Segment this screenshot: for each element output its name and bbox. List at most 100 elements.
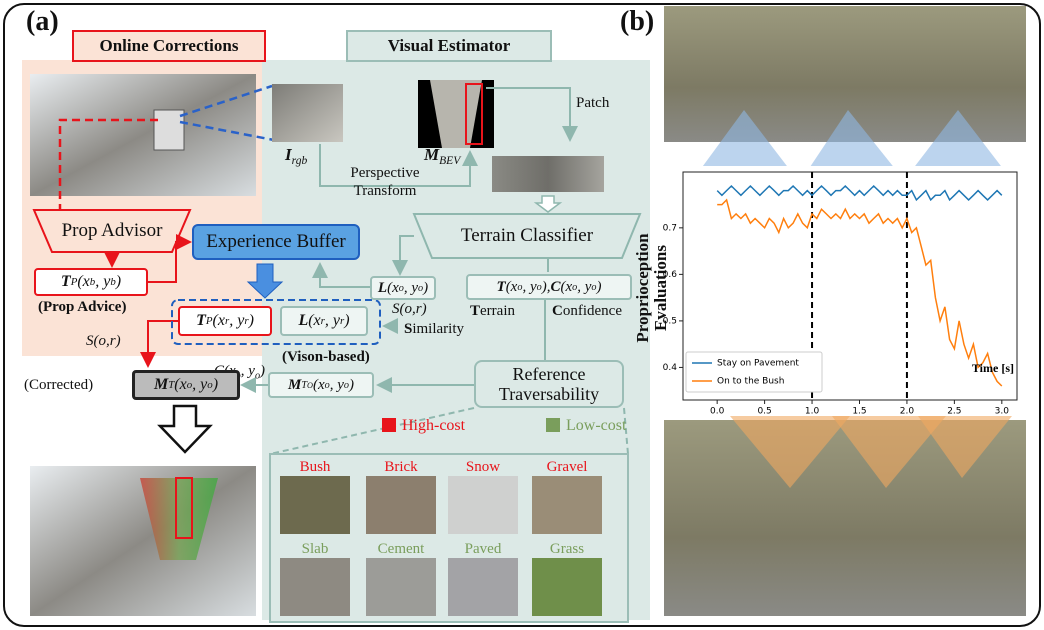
math-part: , y [229, 312, 244, 330]
math-part: (x [560, 279, 572, 296]
math-part: P [71, 276, 78, 288]
math-part: ) [423, 280, 428, 297]
texture-tile [280, 476, 350, 534]
math-label: Irgb [285, 146, 307, 167]
texture-label: Cement [366, 542, 436, 557]
math-part: T [61, 273, 71, 291]
panel-label: (b) [620, 8, 654, 36]
label: (Prop Advice) [38, 300, 126, 315]
math-part: P [206, 315, 213, 327]
math-part: T [497, 279, 506, 296]
texture-label: Brick [366, 460, 436, 475]
math-part: , y [522, 279, 536, 296]
texture-label: Gravel [532, 460, 602, 475]
math-box: L(xr, yr) [280, 306, 368, 336]
math-part: M [154, 376, 168, 394]
module-label: Prop Advisor [52, 210, 172, 252]
x-tick-label: 0.0 [710, 407, 725, 417]
texture-tile [532, 558, 602, 616]
math-part: , y [404, 280, 418, 297]
photo-snow-path [30, 74, 256, 196]
math-part: (x [77, 273, 89, 291]
legend-label: On to the Bush [717, 377, 784, 387]
math-part: L [378, 280, 387, 297]
math-part: ) [596, 279, 601, 296]
x-tick-label: 1.5 [852, 407, 866, 417]
math-part: M [288, 377, 301, 394]
cost-swatch [546, 418, 560, 432]
math-part: ) [349, 377, 354, 394]
math-part: , y [577, 279, 591, 296]
math-part: imilarity [412, 321, 464, 337]
x-axis-label: Time [s] [972, 361, 1014, 375]
label: (Vison-based) [282, 350, 370, 365]
label: S(o,r) [392, 302, 427, 317]
math-part: ) [116, 273, 121, 291]
math-part: , y [330, 377, 344, 394]
math-part: I [285, 145, 292, 164]
math-part: ) [213, 376, 218, 394]
y-tick-label: 0.4 [663, 363, 678, 373]
texture-tile [366, 558, 436, 616]
math-part: , y [241, 363, 255, 379]
legend-label: Stay on Pavement [717, 359, 799, 369]
texture-label: Snow [448, 460, 518, 475]
cost-label: Low-cost [566, 418, 626, 434]
photo-patch [492, 156, 604, 192]
math-part: (x [308, 312, 320, 330]
label: Terrain [470, 304, 515, 319]
math-part: ) [260, 363, 265, 379]
texture-label: Slab [280, 542, 350, 557]
math-part: ) [249, 312, 254, 330]
x-tick-label: 2.5 [947, 407, 961, 417]
math-part: C [552, 303, 563, 319]
label: (Corrected) [24, 378, 93, 393]
math-part: M [424, 145, 439, 164]
texture-tile [280, 558, 350, 616]
label: Perspective Transform [330, 164, 440, 200]
math-part: (x [506, 279, 518, 296]
math-part: rgb [292, 154, 308, 167]
math-part: T [196, 312, 206, 330]
module-label: Reference Traversability [474, 360, 624, 408]
math-part: errain [480, 303, 515, 319]
texture-tile [532, 476, 602, 534]
section-title: Visual Estimator [346, 30, 552, 62]
math-part: (x [174, 376, 186, 394]
module-label: Terrain Classifier [432, 214, 622, 258]
x-tick-label: 0.5 [757, 407, 771, 417]
math-part: ), [542, 279, 551, 296]
x-tick-label: 3.0 [995, 407, 1010, 417]
label: Confidence [552, 304, 622, 319]
figure: 0.40.50.60.70.00.51.01.52.02.53.0Stay on… [0, 0, 1044, 630]
label: Patch [576, 96, 609, 111]
math-part: , y [192, 376, 207, 394]
x-tick-label: 1.0 [805, 407, 820, 417]
math-part: L [298, 312, 308, 330]
math-part: (x [313, 377, 325, 394]
texture-label: Grass [532, 542, 602, 557]
math-part: , y [95, 273, 110, 291]
label: Similarity [404, 322, 464, 337]
math-part: C [550, 279, 560, 296]
math-part: onfidence [563, 303, 622, 319]
panel-label: (a) [26, 8, 59, 36]
texture-tile [448, 558, 518, 616]
cost-label: High-cost [402, 418, 465, 434]
math-part: ) [344, 312, 349, 330]
texture-tile [448, 476, 518, 534]
module-label: Experience Buffer [192, 224, 360, 260]
section-title: Online Corrections [72, 30, 266, 62]
texture-label: Paved [448, 542, 518, 557]
photo-rgb [272, 84, 343, 142]
graphics: 0.40.50.60.70.00.51.01.52.02.53.0Stay on… [0, 0, 1044, 630]
math-part: (x [387, 280, 399, 297]
texture-tile [366, 476, 436, 534]
x-tick-label: 2.0 [900, 407, 915, 417]
math-part: , y [325, 312, 340, 330]
math-part: T [470, 303, 480, 319]
